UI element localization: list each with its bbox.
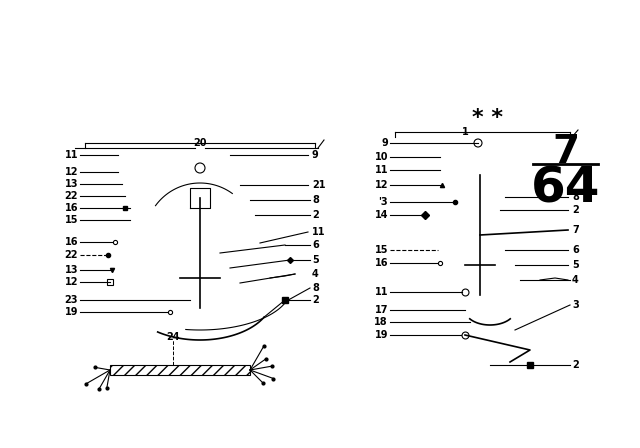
- Text: 11: 11: [374, 287, 388, 297]
- Text: * *: * *: [472, 108, 504, 128]
- Text: 2: 2: [572, 360, 579, 370]
- Text: 23: 23: [65, 295, 78, 305]
- Text: 7: 7: [552, 133, 580, 171]
- Text: 3: 3: [572, 300, 579, 310]
- Text: 16: 16: [374, 258, 388, 268]
- Text: 8: 8: [312, 283, 319, 293]
- Text: 2: 2: [312, 295, 319, 305]
- Text: 16: 16: [65, 237, 78, 247]
- Text: 4: 4: [572, 275, 579, 285]
- Text: 11: 11: [65, 150, 78, 160]
- Text: 8: 8: [312, 195, 319, 205]
- Text: 19: 19: [374, 330, 388, 340]
- Text: 24: 24: [166, 332, 180, 342]
- Text: 18: 18: [374, 317, 388, 327]
- Text: 11: 11: [374, 165, 388, 175]
- Text: 9: 9: [312, 150, 319, 160]
- Bar: [110, 365, 250, 375]
- Text: 2: 2: [572, 205, 579, 215]
- Text: 5: 5: [572, 260, 579, 270]
- Text: 12: 12: [65, 167, 78, 177]
- Text: 21: 21: [312, 180, 326, 190]
- Text: 15: 15: [65, 215, 78, 225]
- Text: 64: 64: [531, 164, 601, 212]
- Text: 12: 12: [374, 180, 388, 190]
- Text: 7: 7: [572, 225, 579, 235]
- Text: 11: 11: [312, 227, 326, 237]
- Text: 9: 9: [381, 138, 388, 148]
- Text: 2: 2: [312, 210, 319, 220]
- Text: 6: 6: [572, 245, 579, 255]
- Text: 15: 15: [374, 245, 388, 255]
- Text: 13: 13: [65, 265, 78, 275]
- Text: 13: 13: [65, 179, 78, 189]
- Text: 1: 1: [461, 127, 468, 137]
- Text: 14: 14: [374, 210, 388, 220]
- Text: 5: 5: [312, 255, 319, 265]
- Text: 22: 22: [65, 250, 78, 260]
- Text: '3: '3: [378, 197, 388, 207]
- Text: 22: 22: [65, 191, 78, 201]
- Text: 8: 8: [572, 192, 579, 202]
- Text: 10: 10: [374, 152, 388, 162]
- Text: 20: 20: [193, 138, 207, 148]
- Text: 6: 6: [312, 240, 319, 250]
- Text: 12: 12: [65, 277, 78, 287]
- Text: 19: 19: [65, 307, 78, 317]
- Text: 17: 17: [374, 305, 388, 315]
- Text: 4: 4: [312, 269, 319, 279]
- Text: 16: 16: [65, 203, 78, 213]
